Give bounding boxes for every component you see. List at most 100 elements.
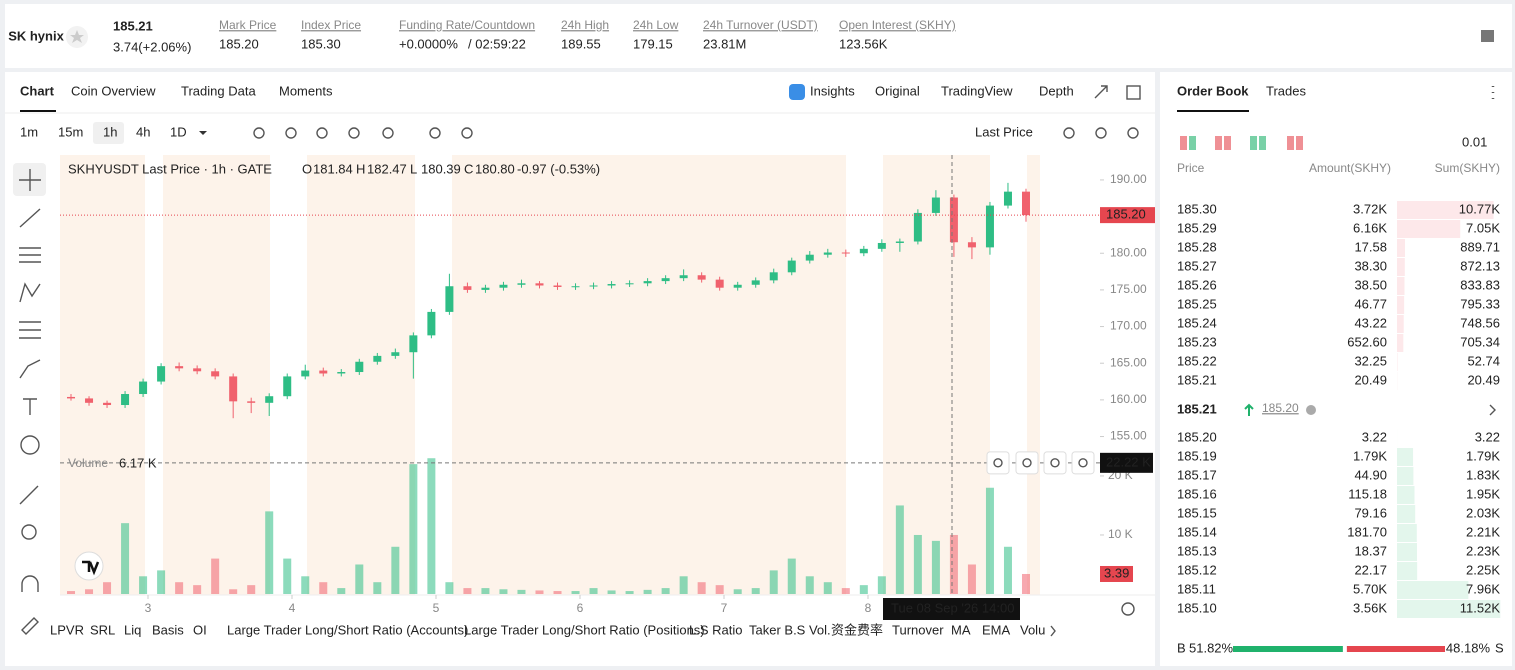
chart-tab[interactable]: Trading Data (181, 83, 256, 98)
book-amount: 181.70 (1347, 524, 1387, 539)
indicator[interactable]: Turnover (892, 622, 944, 637)
indicator[interactable]: Basis (152, 622, 184, 637)
toolbar-icon[interactable] (348, 127, 360, 139)
indicator[interactable]: 资金费率 (831, 622, 883, 637)
interval[interactable]: 1h (103, 124, 117, 139)
indicator[interactable]: Large Trader Long/Short Ratio (Positions… (464, 622, 705, 637)
book-sum: 705.34 (1460, 334, 1500, 349)
interval[interactable]: 1D (170, 124, 187, 139)
indicator[interactable]: EMA (982, 622, 1011, 637)
scroll-right[interactable] (1050, 625, 1056, 637)
toolbar-icon[interactable] (285, 127, 297, 139)
magnet-tool[interactable] (21, 575, 39, 592)
book-price: 185.17 (1177, 467, 1217, 482)
chevron[interactable] (1489, 404, 1496, 416)
stat-label: Open Interest (SKHY) (839, 18, 956, 32)
book-tab[interactable]: Trades (1266, 83, 1306, 98)
indicator[interactable]: Volu (1020, 622, 1045, 637)
toolbar-icon[interactable] (316, 127, 328, 139)
interval[interactable]: 1m (20, 124, 38, 139)
view-tab[interactable]: TradingView (941, 83, 1013, 98)
indicator[interactable]: LPVR (50, 622, 84, 637)
indicator[interactable]: Liq (124, 622, 141, 637)
book-view[interactable] (1287, 136, 1294, 150)
fib-tool[interactable] (19, 321, 41, 339)
channel-tool[interactable] (19, 247, 41, 263)
stat-label: Index Price (301, 18, 361, 32)
toolbar-icon[interactable] (429, 127, 441, 139)
crosshair-tool[interactable] (19, 169, 41, 191)
settings-icon[interactable] (1121, 602, 1135, 616)
chart-tab[interactable]: Coin Overview (71, 83, 156, 98)
price-type[interactable]: Last Price (975, 124, 1033, 139)
stat-value: 189.55 (561, 36, 601, 51)
book-view[interactable] (1189, 136, 1196, 150)
book-price: 185.20 (1177, 429, 1217, 444)
book-amount: 6.16K (1353, 220, 1387, 235)
volume-bar (301, 576, 310, 594)
book-view[interactable] (1259, 136, 1266, 150)
depth-bar (1397, 239, 1405, 257)
series-action-icon (1050, 458, 1060, 468)
volume-bar (175, 582, 184, 594)
zoom-tool[interactable] (21, 524, 37, 540)
session-band (1027, 155, 1040, 595)
expand-icon[interactable] (1094, 85, 1108, 99)
line-tool[interactable] (19, 208, 41, 228)
stat-label: 24h High (561, 18, 609, 32)
toolbar-icon[interactable] (1095, 127, 1107, 139)
indicator[interactable]: Taker B.S Vol. (749, 622, 831, 637)
toolbar-icon[interactable] (1063, 127, 1075, 139)
candle-body (319, 370, 328, 374)
menu-icon[interactable] (1481, 30, 1494, 42)
edit-tool[interactable] (21, 617, 39, 635)
volume-bar (895, 505, 904, 594)
book-view[interactable] (1250, 136, 1257, 150)
candle-body (643, 281, 652, 284)
series-action[interactable] (1071, 451, 1095, 475)
book-view[interactable] (1215, 136, 1222, 150)
view-tab[interactable]: Original (875, 83, 920, 98)
toolbar-icon[interactable] (253, 127, 265, 139)
indicator[interactable]: L.S Ratio (689, 622, 742, 637)
book-amount: 20.49 (1354, 372, 1387, 387)
chart-tab[interactable]: Moments (279, 83, 333, 98)
view-tab[interactable]: Depth (1039, 83, 1074, 98)
layout-icon[interactable] (1126, 85, 1141, 100)
brush-tool[interactable] (19, 359, 41, 379)
candle-body (769, 272, 778, 281)
indicator[interactable]: SRL (90, 622, 115, 637)
chart-tab[interactable]: Chart (20, 83, 55, 98)
candle-body (589, 285, 598, 287)
indicator[interactable]: Large Trader Long/Short Ratio (Accounts) (227, 622, 468, 637)
text-tool[interactable] (23, 398, 37, 415)
pattern-tool[interactable] (19, 282, 41, 303)
precision[interactable]: 0.01 (1462, 134, 1487, 149)
indicator[interactable]: MA (951, 622, 971, 637)
toolbar-icon[interactable] (1127, 127, 1139, 139)
book-view[interactable] (1180, 136, 1187, 150)
book-view[interactable] (1224, 136, 1231, 150)
emoji-tool[interactable] (20, 435, 40, 455)
crosshair-badge (1100, 452, 1153, 473)
indicator[interactable]: OI (193, 622, 207, 637)
book-view[interactable] (1296, 136, 1303, 150)
x-tick-label: 8 (865, 601, 872, 615)
volume-title: Volume (68, 456, 108, 470)
depth-bar (1397, 543, 1417, 561)
series-action[interactable] (1015, 451, 1039, 475)
book-tab[interactable]: Order Book (1177, 83, 1249, 98)
interval[interactable]: 15m (58, 124, 83, 139)
view-tab[interactable]: Insights (810, 83, 855, 98)
series-action[interactable] (1043, 451, 1067, 475)
y-tick-label: 170.00 (1110, 319, 1147, 333)
volume-last-badge (1100, 565, 1133, 582)
toolbar-icon[interactable] (461, 127, 473, 139)
interval[interactable]: 4h (136, 124, 150, 139)
book-price: 185.29 (1177, 220, 1217, 235)
volume-bar (85, 589, 94, 594)
measure-tool[interactable] (19, 485, 39, 505)
toolbar-icon[interactable] (382, 127, 394, 139)
depth-bar (1397, 581, 1469, 599)
series-action[interactable] (986, 451, 1010, 475)
